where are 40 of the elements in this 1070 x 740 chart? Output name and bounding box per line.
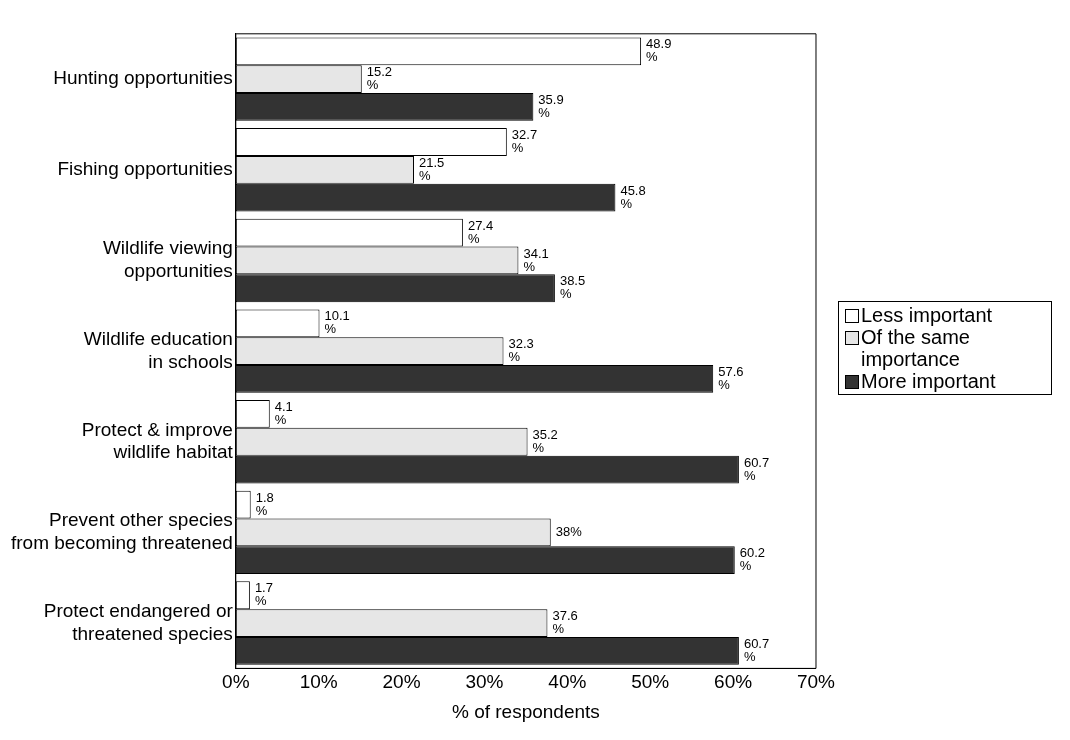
x-tick-label: 60%	[714, 671, 753, 693]
data-label: 60.7 %	[743, 635, 770, 664]
x-axis-title: % of respondents	[451, 700, 600, 722]
data-label: 57.6 %	[718, 363, 744, 392]
y-tick-label: Wildlife education in schools	[83, 327, 233, 372]
x-tick-label: 50%	[631, 671, 670, 693]
data-label: 32.3 %	[508, 336, 534, 365]
y-tick-label: Prevent other species from becoming threatened	[11, 509, 233, 554]
data-label: 32.7 %	[511, 127, 538, 156]
data-label: 60.7 %	[743, 454, 770, 483]
data-label: 1.7 %	[254, 580, 273, 609]
data-label: 35.2 %	[532, 426, 558, 455]
data-label: 38%	[555, 523, 583, 539]
data-label: 45.8 %	[620, 182, 646, 211]
data-label: 21.5 %	[419, 154, 445, 183]
y-tick-label: Hunting opportunities	[53, 67, 233, 89]
y-tick-label: Fishing opportunities	[57, 158, 233, 180]
data-label: 10.1 %	[324, 308, 350, 337]
x-tick-label: 20%	[382, 671, 421, 693]
text: Less important	[861, 304, 993, 326]
y-tick-label: Protect & improve wildlife habitat	[81, 418, 234, 463]
data-label: 60.2 %	[739, 545, 766, 574]
data-label: 27.4 %	[467, 217, 494, 246]
data-label: 4.1 %	[274, 399, 293, 428]
y-tick-label: Wildlife viewing opportunities	[102, 237, 233, 282]
data-label: 38.5 %	[559, 273, 586, 302]
x-tick-label: 10%	[299, 671, 338, 693]
x-tick-label: 40%	[548, 671, 587, 693]
x-tick-label: 30%	[465, 671, 504, 693]
x-tick-label: 70%	[796, 671, 836, 693]
legend-label: Of the same importance	[861, 326, 971, 370]
data-label: 35.9 %	[538, 92, 564, 121]
x-tick-label: 0%	[222, 671, 250, 693]
data-label: 37.6 %	[552, 608, 578, 637]
data-label: 1.8 %	[255, 489, 274, 518]
data-label: 15.2 %	[366, 64, 393, 93]
y-tick-label: Protect endangered or threatened species	[43, 599, 234, 644]
legend-label: More important	[861, 370, 996, 392]
data-label: 48.9 %	[646, 36, 672, 65]
data-label: 34.1 %	[523, 245, 549, 274]
